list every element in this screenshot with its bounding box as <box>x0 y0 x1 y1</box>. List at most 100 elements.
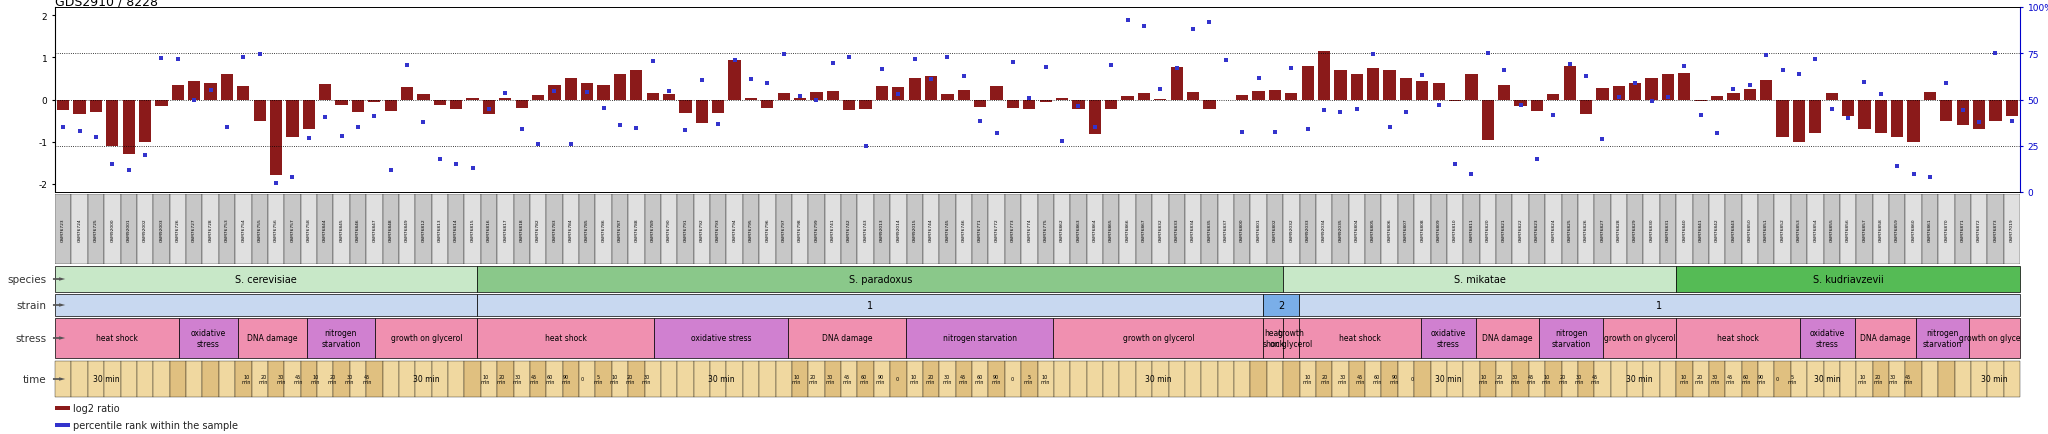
Bar <box>1511 361 1528 397</box>
Text: GSM76723: GSM76723 <box>61 218 66 241</box>
Bar <box>104 194 121 264</box>
Text: GSM76814: GSM76814 <box>455 218 459 241</box>
Text: GSM76801: GSM76801 <box>1257 218 1262 241</box>
Bar <box>154 361 170 397</box>
Bar <box>1251 194 1268 264</box>
Bar <box>1380 361 1397 397</box>
Bar <box>1724 361 1741 397</box>
Bar <box>844 100 856 111</box>
Point <box>1536 112 1569 119</box>
Bar <box>1530 100 1542 112</box>
Text: 45
min: 45 min <box>1526 374 1536 385</box>
Point <box>1765 67 1798 74</box>
Point <box>276 174 309 181</box>
Bar <box>1642 194 1659 264</box>
Bar <box>1352 75 1364 100</box>
Bar <box>352 100 365 113</box>
Text: GSM76758: GSM76758 <box>307 217 311 241</box>
Bar <box>842 194 858 264</box>
Bar <box>1937 194 1954 264</box>
Bar <box>1481 100 1493 140</box>
Bar <box>1169 194 1186 264</box>
Point <box>440 161 473 168</box>
Bar <box>375 318 477 358</box>
Bar <box>1366 361 1380 397</box>
Point <box>1227 129 1260 136</box>
Bar <box>1038 361 1055 397</box>
Text: 60
min: 60 min <box>858 374 868 385</box>
Bar <box>514 194 530 264</box>
Bar <box>500 99 512 100</box>
Point <box>309 114 342 121</box>
Bar <box>645 194 662 264</box>
Bar <box>825 194 842 264</box>
Bar <box>858 361 874 397</box>
Text: GSM76810: GSM76810 <box>1454 218 1456 241</box>
Text: nitrogen
starvation: nitrogen starvation <box>1923 329 1962 348</box>
Point <box>1831 115 1864 122</box>
Bar <box>1841 100 1853 117</box>
Point <box>1210 57 1243 64</box>
Text: 20
min: 20 min <box>809 374 817 385</box>
Point <box>244 52 276 59</box>
Bar <box>1022 194 1038 264</box>
Point <box>1520 156 1552 163</box>
Text: GSM76864: GSM76864 <box>1094 218 1098 241</box>
Bar <box>1968 318 2019 358</box>
Bar <box>1022 361 1038 397</box>
Point <box>457 165 489 172</box>
Text: GSM92014: GSM92014 <box>897 218 901 241</box>
Bar <box>367 194 383 264</box>
Point <box>850 143 883 150</box>
Text: GSM76804: GSM76804 <box>1356 218 1358 241</box>
Bar <box>1268 361 1284 397</box>
Text: GSM76744: GSM76744 <box>930 218 934 241</box>
Text: GSM76826: GSM76826 <box>1583 218 1587 241</box>
Bar <box>55 318 178 358</box>
Text: GSM76728: GSM76728 <box>209 218 213 241</box>
Text: GSM76813: GSM76813 <box>438 218 442 241</box>
Point <box>1552 62 1585 69</box>
Bar <box>287 100 299 138</box>
Bar <box>1538 318 1604 358</box>
Bar <box>1382 71 1395 100</box>
Point <box>489 90 522 97</box>
Bar <box>743 194 760 264</box>
Bar <box>629 361 645 397</box>
Point <box>1864 91 1896 98</box>
Bar <box>1610 361 1626 397</box>
Point <box>1292 126 1325 133</box>
Text: GSM76834: GSM76834 <box>1192 218 1196 241</box>
Bar <box>1561 361 1577 397</box>
Bar <box>465 361 481 397</box>
Bar <box>1413 361 1430 397</box>
Bar <box>139 100 152 142</box>
Bar <box>1872 361 1888 397</box>
Text: GSM76827: GSM76827 <box>1599 218 1604 241</box>
Bar <box>1430 194 1446 264</box>
Point <box>162 56 195 63</box>
Bar <box>219 361 236 397</box>
Text: GSM76743: GSM76743 <box>864 218 868 241</box>
Bar <box>1595 89 1608 100</box>
Text: 45
min: 45 min <box>293 374 303 385</box>
Bar <box>1268 194 1284 264</box>
Bar <box>1774 361 1790 397</box>
Text: 20
min: 20 min <box>1321 374 1329 385</box>
Bar <box>762 100 774 108</box>
Text: GSM76840: GSM76840 <box>1681 218 1686 241</box>
Bar <box>72 194 88 264</box>
Bar <box>664 95 676 100</box>
Text: 45
min: 45 min <box>1591 374 1599 385</box>
Bar <box>958 91 971 100</box>
Bar <box>1104 194 1120 264</box>
Bar <box>74 100 86 115</box>
Point <box>1325 110 1358 117</box>
Text: S. kudriavzevii: S. kudriavzevii <box>1812 274 1884 284</box>
Bar <box>1317 361 1333 397</box>
Text: 45
min: 45 min <box>842 374 852 385</box>
Point <box>1929 80 1962 87</box>
Bar <box>1055 194 1071 264</box>
Bar <box>1155 99 1167 100</box>
Bar <box>580 194 596 264</box>
